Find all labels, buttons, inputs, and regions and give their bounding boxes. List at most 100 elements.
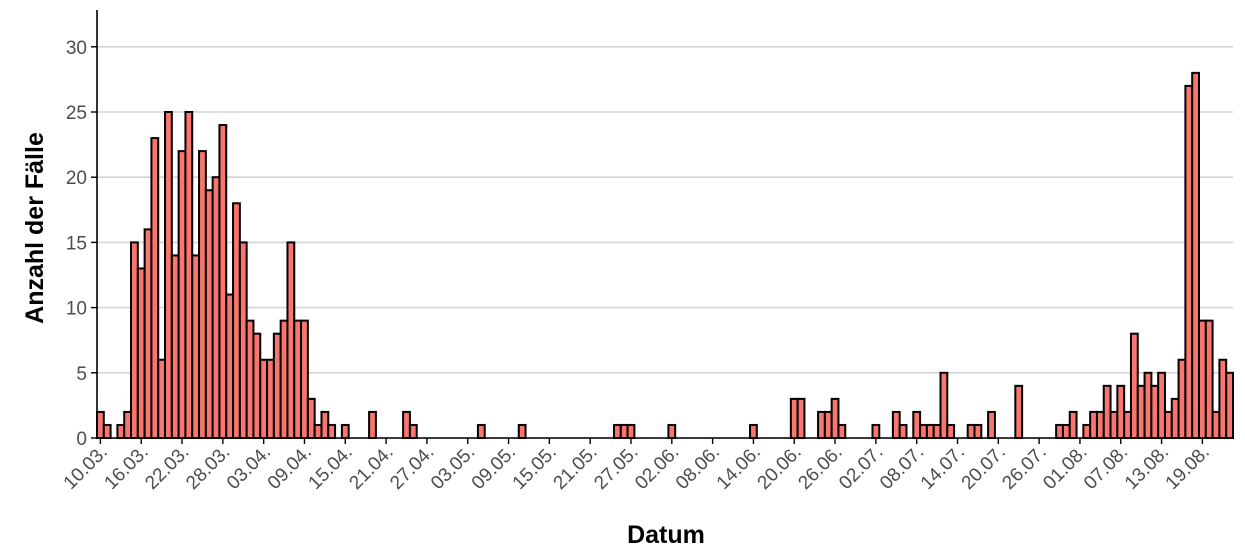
bar <box>170 254 180 439</box>
bar <box>164 111 173 439</box>
bar <box>1061 423 1071 439</box>
bar <box>789 397 799 440</box>
bar <box>1089 410 1098 440</box>
bar <box>1170 397 1180 440</box>
bar <box>1211 410 1221 440</box>
bar <box>184 111 194 439</box>
x-tick-label: 19.08. <box>1162 442 1214 494</box>
bar <box>340 423 350 439</box>
x-axis-title: Datum <box>627 521 705 549</box>
bar <box>1116 384 1126 439</box>
bar <box>626 423 636 439</box>
bar <box>96 410 105 440</box>
bar <box>306 397 316 440</box>
x-tick-labels: 10.03.16.03.22.03.28.03.03.04.09.04.15.0… <box>60 438 1214 494</box>
bar <box>157 358 167 440</box>
bar <box>973 423 983 439</box>
bar <box>293 319 303 440</box>
bar <box>1068 410 1078 440</box>
bar <box>1102 384 1112 439</box>
x-tick-label: 27.05. <box>590 442 642 494</box>
x-tick-label: 15.05. <box>509 442 561 494</box>
bar <box>1095 410 1105 440</box>
bar <box>1157 371 1166 439</box>
bar <box>1150 384 1160 439</box>
bar <box>749 423 758 439</box>
x-tick-label: 14.06. <box>713 442 765 494</box>
bar <box>1204 319 1214 440</box>
bar <box>150 137 160 440</box>
x-tick-label: 21.04. <box>345 442 397 494</box>
bar <box>932 423 942 439</box>
x-tick-label: 08.06. <box>672 442 724 494</box>
x-tick-label: 08.07. <box>876 442 928 494</box>
bar <box>177 150 187 439</box>
bar <box>1197 319 1207 440</box>
bar <box>266 358 275 440</box>
bar <box>368 410 377 440</box>
bar <box>225 293 235 439</box>
x-tick-label: 27.04. <box>386 442 438 494</box>
bar <box>837 423 847 439</box>
bar <box>232 202 241 439</box>
bar <box>966 423 976 439</box>
bar <box>1014 384 1024 439</box>
bar <box>218 124 228 439</box>
bar <box>320 410 330 440</box>
bar <box>211 176 221 439</box>
bar <box>130 241 139 439</box>
y-axis-title: Anzahl der Fälle <box>21 132 49 324</box>
x-tick-label: 03.04. <box>223 442 275 494</box>
bar <box>143 228 153 439</box>
y-tick-label: 5 <box>76 364 87 385</box>
bar <box>912 410 922 440</box>
bar <box>871 423 881 439</box>
x-tick-label: 09.05. <box>468 442 520 494</box>
x-tick-label: 02.06. <box>631 442 683 494</box>
bar <box>612 423 622 439</box>
bar <box>259 358 269 440</box>
bars <box>96 71 1234 440</box>
x-tick-label: 16.03. <box>101 442 153 494</box>
bar <box>891 410 901 440</box>
x-tick-label: 07.08. <box>1080 442 1132 494</box>
bar <box>817 410 826 440</box>
x-tick-label: 09.04. <box>264 442 316 494</box>
bar <box>667 423 677 439</box>
y-tick-labels: 0 5 10 15 20 25 30 <box>66 38 97 450</box>
bar <box>1129 332 1139 439</box>
x-tick-label: 15.04. <box>305 442 357 494</box>
bar <box>987 410 996 440</box>
bar <box>198 150 207 439</box>
y-tick-label: 0 <box>76 429 87 450</box>
x-tick-label: 03.05. <box>427 442 479 494</box>
bar <box>619 423 629 439</box>
bar <box>517 423 527 439</box>
bar <box>313 423 323 439</box>
bar <box>476 423 486 439</box>
bar <box>300 319 309 440</box>
x-tick-label: 13.08. <box>1121 442 1173 494</box>
bar <box>136 267 146 440</box>
y-tick-label: 20 <box>66 168 87 189</box>
bar <box>1082 423 1092 439</box>
bar <box>1143 371 1153 439</box>
bar <box>1123 410 1132 440</box>
bar <box>327 423 337 439</box>
bar <box>796 397 806 440</box>
bar <box>1191 71 1200 439</box>
x-tick-label: 20.07. <box>958 442 1010 494</box>
bar <box>286 241 296 439</box>
bar <box>925 423 935 439</box>
bar <box>272 332 282 439</box>
x-tick-label: 21.05. <box>550 442 602 494</box>
x-tick-label: 20.06. <box>754 442 806 494</box>
bar <box>1109 410 1119 440</box>
bar <box>408 423 418 439</box>
axes <box>96 10 1233 439</box>
bar <box>402 410 411 440</box>
y-tick-label: 30 <box>66 38 87 59</box>
bar <box>898 423 908 439</box>
bar <box>116 423 126 439</box>
